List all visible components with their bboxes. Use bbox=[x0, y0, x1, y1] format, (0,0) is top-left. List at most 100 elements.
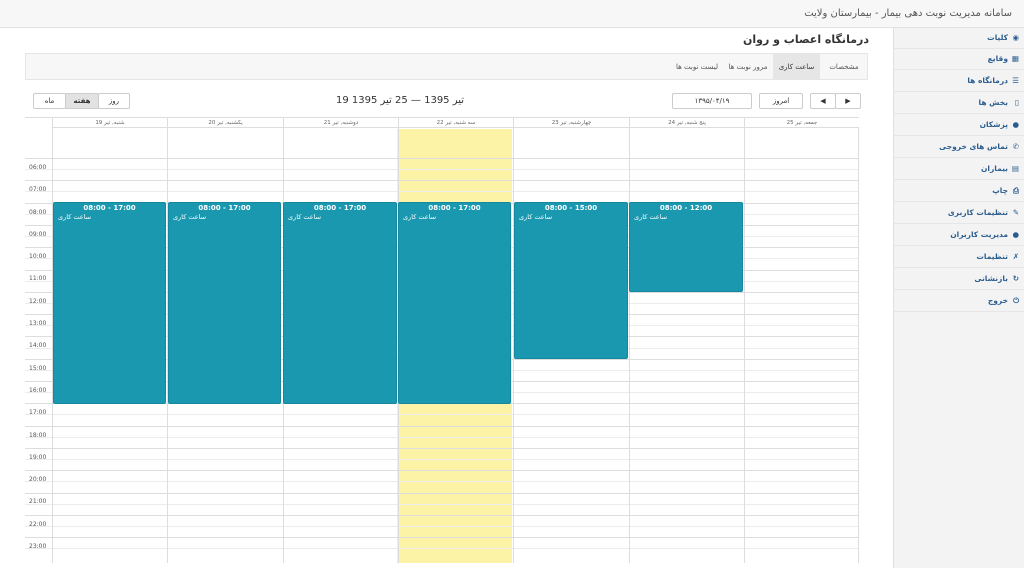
time-label: 23:00 bbox=[29, 543, 47, 550]
grid-line bbox=[25, 447, 859, 449]
working-hours-event[interactable]: 08:00 - 12:00 ساعت کاری bbox=[629, 202, 743, 292]
time-label: 21:00 bbox=[29, 498, 47, 505]
sidebar-item-label: پزشکان bbox=[979, 120, 1008, 129]
tab-appointment-list[interactable]: لیست نوبت ها bbox=[675, 63, 719, 71]
sidebar-item-overview[interactable]: ◉ کلیات bbox=[894, 28, 1024, 49]
sidebar-item-label: چاپ bbox=[992, 186, 1008, 195]
tab-working-hours[interactable]: ساعت کاری bbox=[773, 54, 820, 80]
time-label: 16:00 bbox=[29, 387, 47, 394]
next-button[interactable]: ▶ bbox=[835, 93, 861, 109]
dashboard-icon: ◉ bbox=[1012, 33, 1019, 42]
date-input[interactable]: ۱۳۹۵/۰۴/۱۹ bbox=[672, 93, 752, 109]
grid-line bbox=[25, 537, 859, 539]
users-icon: ● bbox=[1012, 230, 1019, 239]
sidebar-item-label: وقایع bbox=[987, 54, 1008, 63]
power-icon: ⏻ bbox=[1013, 296, 1019, 305]
sidebar-item-user-settings[interactable]: ✎ تنظیمات کاربری bbox=[894, 203, 1024, 224]
sidebar-item-settings[interactable]: ✗ تنظیمات bbox=[894, 247, 1024, 268]
time-label: 20:00 bbox=[29, 476, 47, 483]
tab-appointment-review[interactable]: مرور نوبت ها bbox=[728, 63, 768, 71]
day-view-button[interactable]: روز bbox=[98, 93, 130, 109]
event-time: 08:00 - 17:00 bbox=[428, 204, 481, 212]
day-header: دوشنبه, تیر 21 bbox=[283, 118, 398, 128]
event-label: ساعت کاری bbox=[173, 213, 207, 221]
sidebar-item-label: خروج bbox=[987, 296, 1008, 305]
top-bar: سامانه مدیریت نوبت دهی بیمار - بیمارستان… bbox=[0, 0, 1024, 28]
tab-bar: مشخصات ساعت کاری مرور نوبت ها لیست نوبت … bbox=[25, 53, 868, 80]
list-alt-icon: ▤ bbox=[1011, 164, 1019, 173]
grid-line bbox=[25, 470, 859, 472]
event-time: 08:00 - 17:00 bbox=[83, 204, 136, 212]
time-label: 14:00 bbox=[29, 342, 47, 349]
sidebar-item-label: تماس های خروجی bbox=[939, 142, 1008, 151]
time-label: 19:00 bbox=[29, 454, 47, 461]
event-label: ساعت کاری bbox=[58, 213, 92, 221]
sidebar-item-label: تنظیمات کاربری bbox=[947, 208, 1008, 217]
working-hours-event[interactable]: 08:00 - 17:00 ساعت کاری bbox=[53, 202, 166, 404]
mobile-icon: ▯ bbox=[1014, 98, 1019, 107]
sidebar-item-label: بازنشانی bbox=[974, 274, 1008, 283]
sidebar-item-outgoing-calls[interactable]: ✆ تماس های خروجی bbox=[894, 137, 1024, 158]
page-title: درمانگاه اعصاب و روان bbox=[742, 33, 869, 46]
event-label: ساعت کاری bbox=[403, 213, 437, 221]
time-label: 06:00 bbox=[29, 164, 47, 171]
grid-line bbox=[25, 191, 859, 193]
wrench-icon: ✗ bbox=[1012, 252, 1019, 261]
grid-column-line bbox=[858, 128, 859, 563]
event-label: ساعت کاری bbox=[519, 213, 553, 221]
tab-details[interactable]: مشخصات bbox=[829, 63, 859, 71]
day-header: چهارشنبه, تیر 23 bbox=[513, 118, 629, 128]
list-icon: ☰ bbox=[1012, 76, 1019, 85]
grid-line bbox=[25, 425, 859, 427]
arrow-left-icon: ◀ bbox=[820, 97, 826, 105]
grid-line bbox=[25, 158, 859, 159]
grid-line bbox=[25, 414, 859, 416]
grid-column-line bbox=[513, 128, 514, 563]
time-label: 07:00 bbox=[29, 186, 47, 193]
phone-icon: ✆ bbox=[1012, 142, 1019, 151]
sidebar-item-user-management[interactable]: ● مدیریت کاربران bbox=[894, 225, 1024, 246]
grid-column-line bbox=[629, 128, 630, 563]
sidebar-item-label: درمانگاه ها bbox=[967, 76, 1008, 85]
sidebar: ◉ کلیات ▦وقایع ☰ درمانگاه ها ▯ بخش ها ● پزشک… bbox=[893, 28, 1024, 568]
arrow-right-icon: ▶ bbox=[845, 97, 851, 105]
time-label: 15:00 bbox=[29, 365, 47, 372]
sidebar-item-logout[interactable]: ⏻ خروج bbox=[894, 291, 1024, 312]
time-label: 11:00 bbox=[29, 275, 47, 282]
time-label: 08:00 bbox=[29, 209, 47, 216]
grid-line bbox=[25, 525, 859, 527]
grid-line bbox=[25, 514, 859, 516]
sidebar-item-events[interactable]: ▦وقایع bbox=[894, 49, 1024, 70]
edit-icon: ✎ bbox=[1012, 208, 1019, 217]
day-header: جمعه, تیر 25 bbox=[744, 118, 859, 128]
week-view-button[interactable]: هفته bbox=[65, 93, 99, 109]
sidebar-item-doctors[interactable]: ● پزشکان bbox=[894, 115, 1024, 136]
time-label: 18:00 bbox=[29, 432, 47, 439]
sidebar-item-patients[interactable]: ▤بیماران bbox=[894, 159, 1024, 180]
sidebar-item-label: مدیریت کاربران bbox=[950, 230, 1008, 239]
grid-line bbox=[25, 459, 859, 461]
event-label: ساعت کاری bbox=[288, 213, 322, 221]
sidebar-item-wards[interactable]: ▯ بخش ها bbox=[894, 93, 1024, 114]
prev-button[interactable]: ◀ bbox=[810, 93, 836, 109]
week-calendar: شنبه, تیر 19 یکشنبه, تیر 20 دوشنبه, تیر … bbox=[25, 117, 859, 563]
working-hours-event[interactable]: 08:00 - 17:00 ساعت کاری bbox=[398, 202, 511, 404]
grid-column-line bbox=[167, 128, 168, 563]
time-label: 13:00 bbox=[29, 320, 47, 327]
working-hours-event[interactable]: 08:00 - 15:00 ساعت کاری bbox=[514, 202, 628, 359]
today-button[interactable]: امروز bbox=[759, 93, 803, 109]
working-hours-event[interactable]: 08:00 - 17:00 ساعت کاری bbox=[283, 202, 397, 404]
sidebar-item-print[interactable]: ⎙ چاپ bbox=[894, 181, 1024, 202]
working-hours-event[interactable]: 08:00 - 17:00 ساعت کاری bbox=[168, 202, 281, 404]
sidebar-item-label: بخش ها bbox=[978, 98, 1008, 107]
refresh-icon: ↻ bbox=[1012, 274, 1019, 283]
sidebar-item-clinics[interactable]: ☰ درمانگاه ها bbox=[894, 71, 1024, 92]
grid-line bbox=[25, 169, 859, 171]
month-view-button[interactable]: ماه bbox=[33, 93, 66, 109]
time-label: 17:00 bbox=[29, 409, 47, 416]
grid-line bbox=[25, 548, 859, 550]
event-time: 08:00 - 17:00 bbox=[313, 204, 367, 212]
print-icon: ⎙ bbox=[1013, 186, 1019, 195]
event-time: 08:00 - 17:00 bbox=[198, 204, 251, 212]
sidebar-item-reset[interactable]: ↻ بازنشانی bbox=[894, 269, 1024, 290]
